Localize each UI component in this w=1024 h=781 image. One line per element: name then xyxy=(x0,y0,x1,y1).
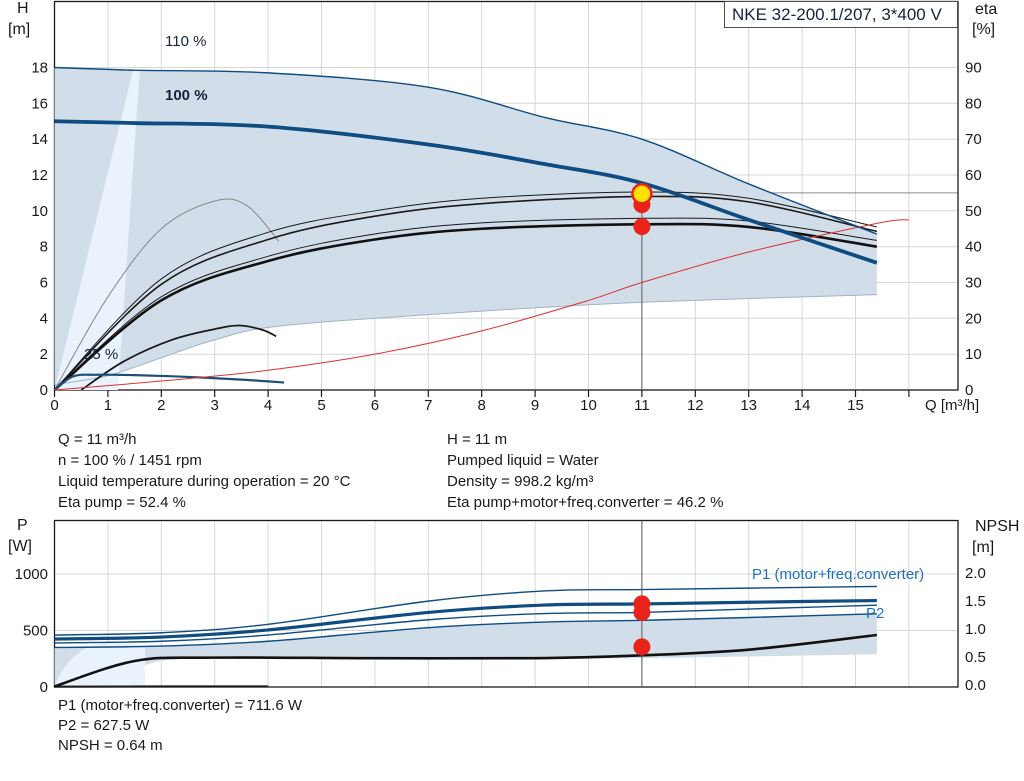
svg-text:Pumped liquid = Water: Pumped liquid = Water xyxy=(447,452,599,469)
svg-text:1.0: 1.0 xyxy=(965,621,986,638)
svg-text:2.0: 2.0 xyxy=(965,565,986,582)
svg-text:15: 15 xyxy=(847,397,864,414)
svg-text:18: 18 xyxy=(31,60,48,77)
svg-text:500: 500 xyxy=(23,623,48,640)
svg-text:0: 0 xyxy=(965,382,973,399)
svg-text:14: 14 xyxy=(794,397,811,414)
svg-text:11: 11 xyxy=(634,397,650,414)
svg-text:2: 2 xyxy=(40,346,48,363)
svg-text:50: 50 xyxy=(965,203,982,220)
svg-text:6: 6 xyxy=(371,397,379,414)
svg-text:Q = 11 m³/h: Q = 11 m³/h xyxy=(58,431,137,448)
svg-text:[W]: [W] xyxy=(8,538,32,555)
svg-text:110 %: 110 % xyxy=(165,33,206,50)
svg-text:0: 0 xyxy=(40,679,48,696)
svg-text:[%]: [%] xyxy=(972,21,995,38)
svg-text:12: 12 xyxy=(687,397,704,414)
svg-text:NPSH = 0.64 m: NPSH = 0.64 m xyxy=(58,737,163,754)
svg-text:4: 4 xyxy=(264,397,272,414)
svg-text:Eta pump = 52.4 %: Eta pump = 52.4 % xyxy=(58,494,186,511)
svg-text:[m]: [m] xyxy=(8,21,30,38)
svg-text:H: H xyxy=(17,0,29,17)
svg-text:80: 80 xyxy=(965,95,982,112)
svg-text:9: 9 xyxy=(531,397,539,414)
svg-text:NKE 32-200.1/207, 3*400 V: NKE 32-200.1/207, 3*400 V xyxy=(732,5,942,24)
svg-text:NPSH: NPSH xyxy=(975,518,1019,535)
svg-text:100 %: 100 % xyxy=(165,87,208,104)
svg-text:0.5: 0.5 xyxy=(965,649,986,666)
svg-text:70: 70 xyxy=(965,131,982,148)
svg-text:25 %: 25 % xyxy=(84,346,118,363)
svg-text:30: 30 xyxy=(965,275,982,292)
svg-text:20: 20 xyxy=(965,310,982,327)
svg-text:1: 1 xyxy=(104,397,112,414)
svg-text:7: 7 xyxy=(424,397,432,414)
svg-text:2: 2 xyxy=(157,397,165,414)
svg-text:3: 3 xyxy=(211,397,219,414)
svg-text:10: 10 xyxy=(580,397,597,414)
svg-text:Eta pump+motor+freq.converter: Eta pump+motor+freq.converter = 46.2 % xyxy=(447,494,723,511)
svg-text:16: 16 xyxy=(31,95,48,112)
svg-text:P2 = 627.5 W: P2 = 627.5 W xyxy=(58,717,150,734)
svg-text:90: 90 xyxy=(965,60,982,77)
svg-text:6: 6 xyxy=(40,275,48,292)
svg-text:P1 (motor+freq.converter) = 71: P1 (motor+freq.converter) = 711.6 W xyxy=(58,697,303,714)
svg-text:P1 (motor+freq.converter): P1 (motor+freq.converter) xyxy=(752,566,924,583)
svg-text:14: 14 xyxy=(31,131,48,148)
svg-text:P: P xyxy=(17,517,28,534)
svg-text:1000: 1000 xyxy=(15,566,48,583)
svg-text:H = 11 m: H = 11 m xyxy=(447,431,507,448)
svg-text:60: 60 xyxy=(965,167,982,184)
svg-text:40: 40 xyxy=(965,239,982,256)
svg-text:8: 8 xyxy=(478,397,486,414)
svg-text:5: 5 xyxy=(317,397,325,414)
svg-text:[m]: [m] xyxy=(972,539,994,556)
svg-text:1.5: 1.5 xyxy=(965,593,986,610)
svg-text:0: 0 xyxy=(50,397,58,414)
svg-text:Liquid temperature during oper: Liquid temperature during operation = 20… xyxy=(58,473,351,490)
svg-text:10: 10 xyxy=(31,203,48,220)
svg-text:12: 12 xyxy=(31,167,48,184)
svg-text:4: 4 xyxy=(40,310,48,327)
svg-text:eta: eta xyxy=(975,1,997,18)
svg-text:Density = 998.2 kg/m³: Density = 998.2 kg/m³ xyxy=(447,473,593,490)
svg-text:10: 10 xyxy=(965,346,982,363)
svg-text:8: 8 xyxy=(40,239,48,256)
svg-text:Q [m³/h]: Q [m³/h] xyxy=(925,397,979,414)
svg-text:13: 13 xyxy=(740,397,757,414)
svg-text:0.0: 0.0 xyxy=(965,677,986,694)
svg-text:0: 0 xyxy=(40,382,48,399)
svg-text:n = 100 % / 1451 rpm: n = 100 % / 1451 rpm xyxy=(58,452,202,469)
svg-text:P2: P2 xyxy=(866,605,884,622)
